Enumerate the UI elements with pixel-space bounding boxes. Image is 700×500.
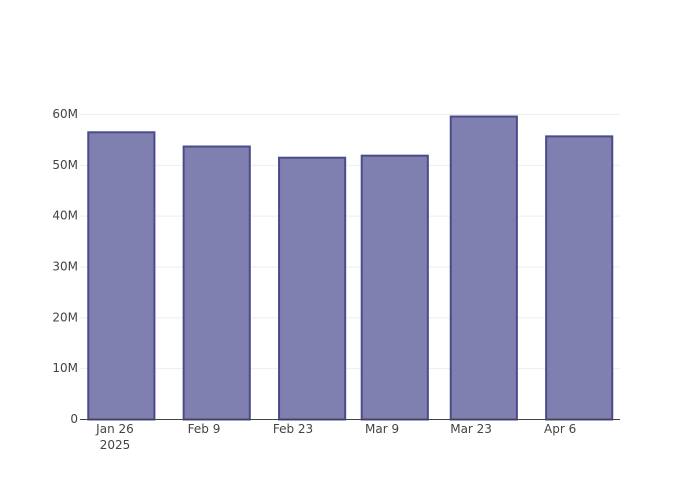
bar (182, 145, 251, 421)
bar (87, 131, 156, 421)
y-tick-label: 30M (52, 260, 78, 274)
x-tick-label: Mar 9 (365, 422, 399, 436)
bar (278, 156, 347, 421)
x-tick-label: Feb 23 (273, 422, 313, 436)
y-tick-label: 0 (70, 412, 78, 426)
bar (449, 115, 518, 421)
bar (360, 154, 429, 421)
x-year-label: 2025 (100, 438, 131, 452)
y-tick-label: 50M (52, 158, 78, 172)
y-tick-label: 60M (52, 107, 78, 121)
x-tick-label: Mar 23 (450, 422, 492, 436)
x-tick-label: Apr 6 (544, 422, 576, 436)
y-tick-label: 40M (52, 209, 78, 223)
x-tick-label: Feb 9 (188, 422, 221, 436)
y-tick-label: 10M (52, 361, 78, 375)
y-tick-label: 20M (52, 310, 78, 324)
x-tick-label: Jan 26 (95, 422, 134, 436)
bar (545, 135, 614, 421)
